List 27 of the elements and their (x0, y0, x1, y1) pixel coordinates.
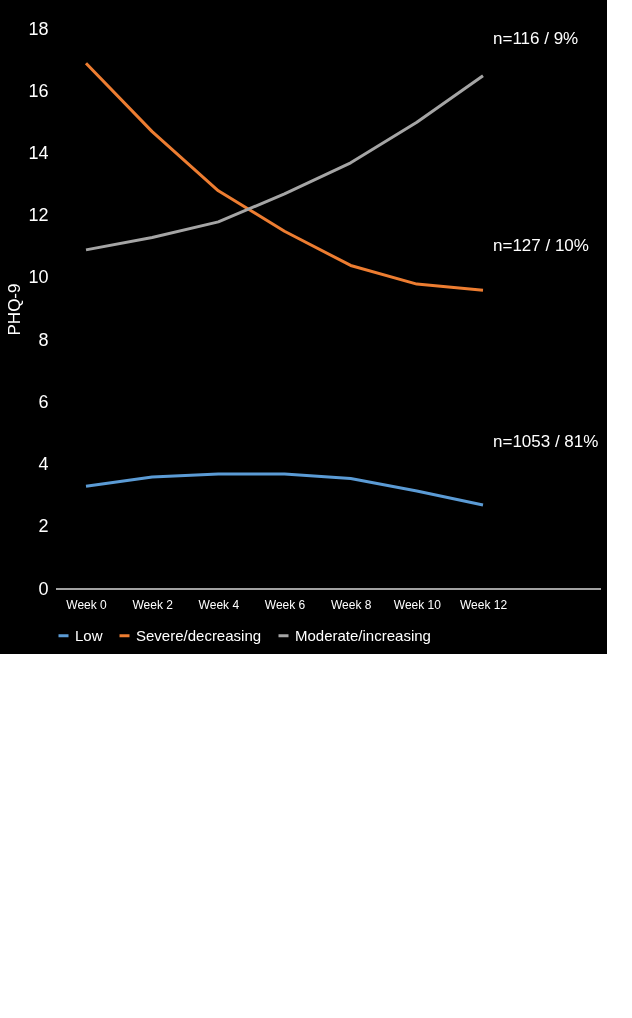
x-tick-label: Week 10 (393, 597, 442, 612)
x-tick-label: Week 6 (264, 597, 306, 612)
x-tick-label: Week 0 (66, 597, 108, 612)
y-tick-label: 4 (38, 454, 49, 475)
y-tick-label: 18 (28, 18, 49, 39)
y-tick-label: 0 (38, 578, 49, 599)
x-tick-label: Week 2 (132, 597, 174, 612)
annotation: n=1053 / 81% (493, 431, 599, 451)
x-tick-label: Week 8 (330, 597, 372, 612)
y-tick-label: 16 (28, 80, 49, 101)
x-tick-label: Week 4 (198, 597, 240, 612)
y-tick-label: 14 (28, 142, 49, 163)
y-tick-label: 10 (28, 267, 49, 288)
y-tick-label: 2 (38, 516, 49, 537)
y-tick-label: 6 (38, 391, 49, 412)
line-series (84, 61, 485, 292)
x-tick-label: Week 12 (459, 597, 508, 612)
legend-label: Low (75, 626, 103, 644)
annotation: n=127 / 10% (493, 235, 589, 255)
line-series (84, 74, 485, 252)
y-axis-title: PHQ-9 (5, 283, 25, 336)
line-series (84, 472, 485, 507)
legend-label: Moderate/increasing (295, 626, 431, 644)
annotation: n=116 / 9% (493, 28, 579, 48)
legend-label: Severe/decreasing (136, 626, 262, 644)
y-tick-label: 8 (38, 329, 49, 350)
y-tick-label: 12 (28, 205, 49, 226)
